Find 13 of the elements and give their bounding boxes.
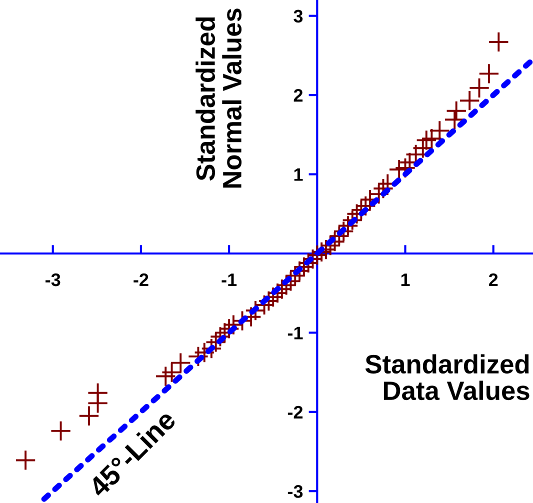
x-tick-label: -2	[134, 273, 148, 286]
y-tick-label: 1	[294, 168, 303, 181]
y-tick-label: -3	[288, 485, 303, 498]
x-tick-label: -1	[222, 274, 237, 286]
x-tick-label: -3	[46, 273, 60, 286]
y-axis-title: Standardized Normal Values	[196, 8, 242, 188]
y-tick-label: 2	[294, 88, 303, 102]
x-tick-label: 2	[488, 273, 498, 286]
x-tick-label: 1	[401, 274, 410, 286]
x-axis-title: Standardized Data Values	[365, 354, 530, 400]
y-tick-label: -2	[288, 406, 303, 418]
y-tick-label: -1	[288, 326, 303, 340]
y-tick-label: 3	[294, 10, 303, 23]
